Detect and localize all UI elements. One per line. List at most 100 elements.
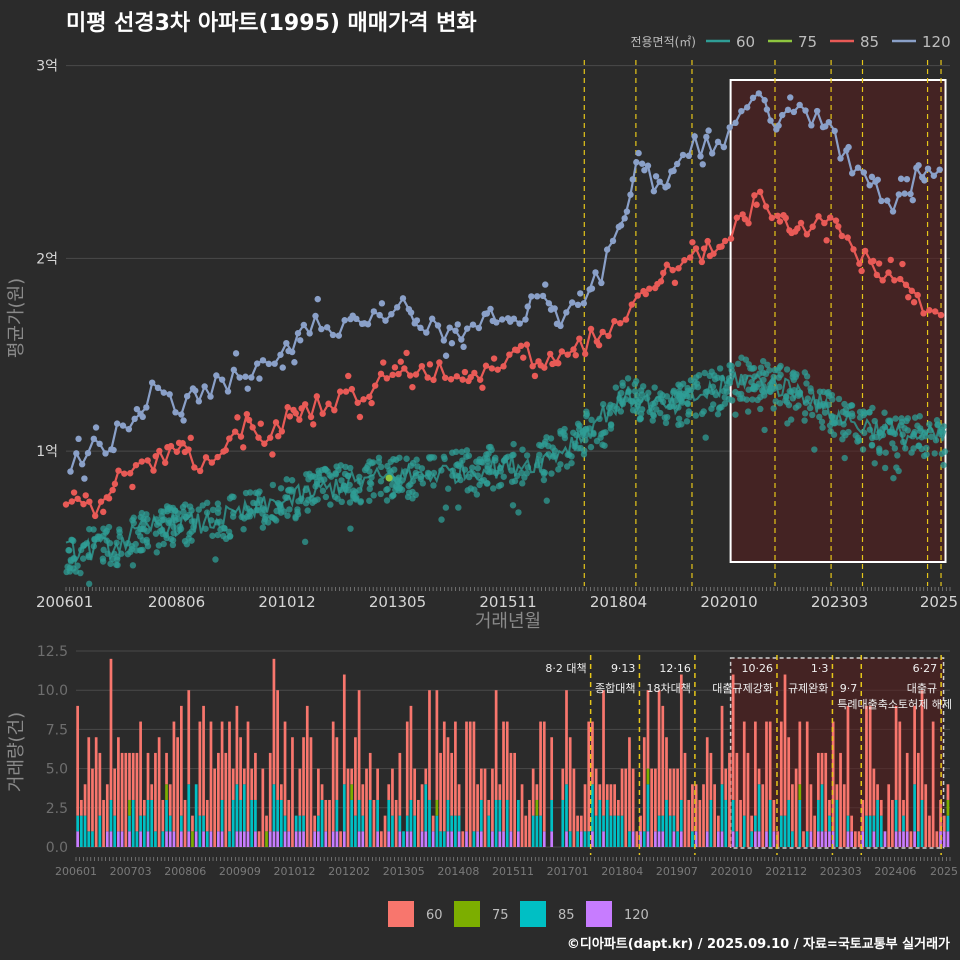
point-60 xyxy=(79,555,87,562)
point-60 xyxy=(404,493,412,501)
y-tick-label: 5.0 xyxy=(46,762,68,778)
point-120 xyxy=(297,337,304,344)
point-60 xyxy=(327,501,334,508)
bar-85 xyxy=(361,815,365,832)
bar-85 xyxy=(450,815,454,832)
bar-120 xyxy=(913,831,916,847)
point-60 xyxy=(418,465,426,472)
point-60 xyxy=(113,556,121,563)
bar-60 xyxy=(461,831,465,847)
point-60 xyxy=(114,561,121,569)
bar-60 xyxy=(254,752,257,800)
point-60 xyxy=(662,419,670,427)
point-60 xyxy=(259,524,267,531)
bar-85 xyxy=(724,799,728,847)
x-tick-label: 201511 xyxy=(492,865,534,878)
point-60 xyxy=(639,383,647,390)
bar-85 xyxy=(494,799,498,847)
bar-60 xyxy=(272,658,276,785)
point-60 xyxy=(886,418,893,425)
point-60 xyxy=(303,471,310,478)
point-60 xyxy=(757,364,765,371)
point-60 xyxy=(392,486,399,494)
bar-120 xyxy=(172,831,176,847)
point-60 xyxy=(890,474,897,482)
point-60 xyxy=(841,454,848,462)
point-85 xyxy=(461,368,469,376)
bar-60 xyxy=(561,768,565,800)
bar-60 xyxy=(879,799,883,816)
point-85 xyxy=(531,372,539,380)
bar-85 xyxy=(779,815,783,847)
bar-60 xyxy=(572,768,576,847)
point-60 xyxy=(561,425,568,433)
bar-60 xyxy=(228,721,231,832)
bar-85 xyxy=(279,799,283,847)
event-label-2: 9·7 xyxy=(840,682,858,695)
point-60 xyxy=(726,362,733,369)
bar-60 xyxy=(916,752,920,832)
bar-85 xyxy=(405,815,409,832)
point-60 xyxy=(583,411,591,418)
point-60 xyxy=(225,528,233,535)
bar-60 xyxy=(902,799,905,816)
point-60 xyxy=(610,402,617,410)
bar-85 xyxy=(142,815,146,847)
bar-60 xyxy=(157,737,161,847)
point-60 xyxy=(463,453,470,460)
point-60 xyxy=(588,416,595,424)
point-60 xyxy=(188,537,195,544)
bar-85 xyxy=(357,799,361,832)
bar-60 xyxy=(854,831,857,847)
bar-120 xyxy=(283,831,287,847)
point-60 xyxy=(519,446,526,453)
x-tick-label: 201202 xyxy=(328,865,370,878)
bar-60 xyxy=(946,784,950,800)
bar-85 xyxy=(505,799,509,847)
bar-60 xyxy=(583,784,587,832)
point-60 xyxy=(860,408,867,415)
bar-60 xyxy=(805,721,809,832)
point-60 xyxy=(403,455,410,462)
point-85 xyxy=(397,358,404,365)
point-60 xyxy=(116,529,123,536)
bar-60 xyxy=(898,721,902,832)
bar-120 xyxy=(946,831,950,847)
point-60 xyxy=(469,464,476,471)
bar-60 xyxy=(820,752,824,785)
bar-85 xyxy=(302,815,305,832)
x-tick-label: 200909 xyxy=(219,865,261,878)
bar-60 xyxy=(665,737,668,800)
point-120 xyxy=(652,173,660,180)
bar-60 xyxy=(598,784,602,800)
point-60 xyxy=(749,396,756,403)
point-60 xyxy=(277,485,285,492)
bar-85 xyxy=(98,815,102,847)
point-60 xyxy=(130,519,137,527)
bar-85 xyxy=(591,784,594,832)
bar-60 xyxy=(868,705,872,816)
event-label-2: 종합대책 xyxy=(595,682,635,695)
point-60 xyxy=(803,373,811,380)
point-60 xyxy=(743,396,750,403)
event-label: 10·26 xyxy=(741,662,773,675)
bar-60 xyxy=(650,768,654,847)
point-60 xyxy=(714,411,722,418)
bar-60 xyxy=(320,784,324,800)
point-60 xyxy=(476,481,483,489)
bar-120 xyxy=(287,831,291,847)
bar-60 xyxy=(313,815,317,832)
point-60 xyxy=(695,371,703,379)
point-60 xyxy=(653,406,660,413)
bar-85 xyxy=(376,799,379,832)
point-60 xyxy=(826,422,834,429)
bar-60 xyxy=(528,799,531,847)
point-85 xyxy=(426,361,434,368)
bar-120 xyxy=(476,831,479,847)
event-label-2: 18차대책 xyxy=(647,682,691,695)
point-60 xyxy=(691,378,698,385)
bar-60 xyxy=(83,784,87,816)
bar-85 xyxy=(876,799,879,847)
event-label: 8·2 대책 xyxy=(545,662,586,675)
point-60 xyxy=(679,380,687,387)
